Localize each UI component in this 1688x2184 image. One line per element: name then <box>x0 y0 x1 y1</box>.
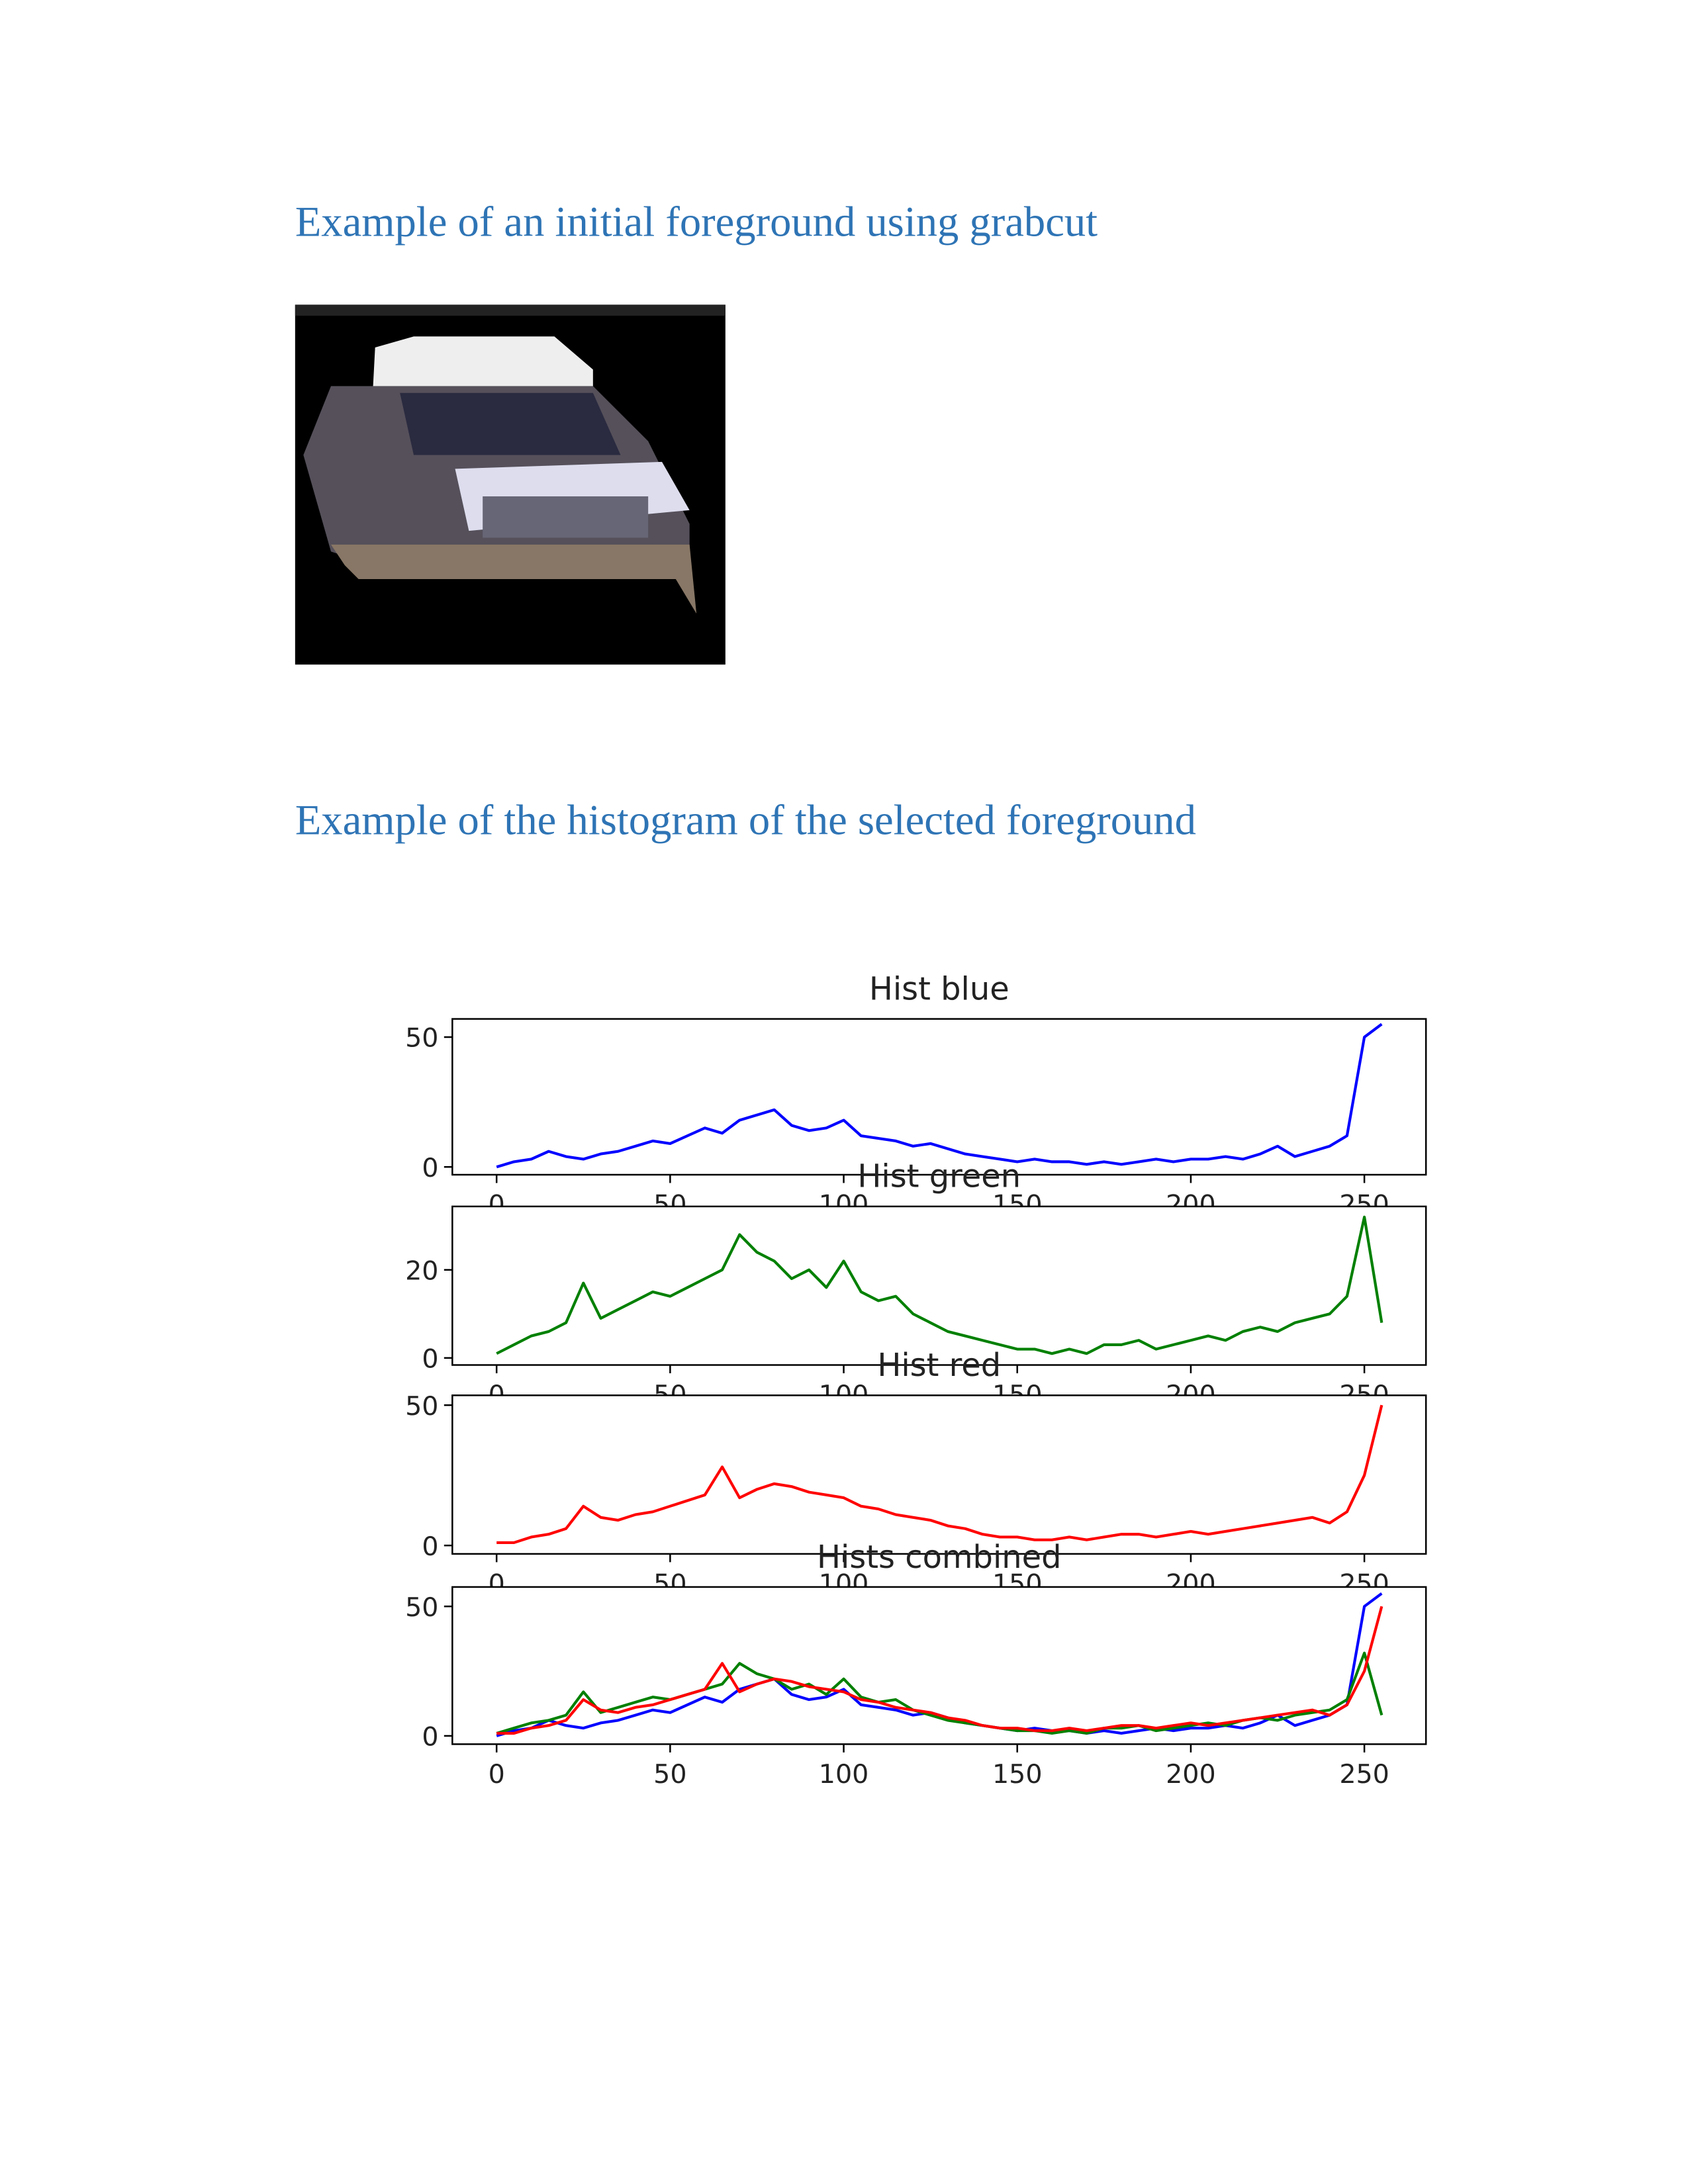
foreground-image <box>295 304 726 665</box>
axes-frame <box>451 1205 1427 1366</box>
chart-title: Hist red <box>877 1347 1001 1384</box>
y-tick-label: 0 <box>422 1721 438 1752</box>
axes-frame <box>451 1018 1427 1176</box>
x-tick-label: 200 <box>1166 1759 1216 1790</box>
x-tick-label: 0 <box>489 1759 505 1790</box>
axes-frame <box>451 1394 1427 1555</box>
chart-title: Hist green <box>857 1159 1021 1195</box>
axes-frame <box>451 1586 1427 1745</box>
x-tick-label: 150 <box>992 1759 1043 1790</box>
chart-title: Hists combined <box>817 1539 1062 1576</box>
y-tick-label: 20 <box>405 1255 438 1286</box>
y-tick-label: 50 <box>405 1592 438 1623</box>
x-tick-label: 250 <box>1339 1759 1389 1790</box>
hist-line <box>496 1606 1383 1735</box>
y-tick-label: 50 <box>405 1023 438 1054</box>
y-tick-label: 0 <box>422 1531 438 1562</box>
hist-line <box>496 1215 1383 1355</box>
x-tick-label: 100 <box>819 1759 869 1790</box>
y-tick-label: 0 <box>422 1343 438 1374</box>
y-tick-label: 0 <box>422 1153 438 1183</box>
y-tick-label: 50 <box>405 1391 438 1422</box>
heading: Example of the histogram of the selected… <box>295 796 1196 843</box>
hist-line <box>496 1023 1383 1169</box>
axes-background <box>452 1395 1427 1554</box>
hist-line <box>496 1404 1383 1545</box>
x-tick-label: 50 <box>653 1759 686 1790</box>
chart-title: Hist blue <box>869 971 1009 1007</box>
axes-background <box>452 1019 1427 1175</box>
axes-background <box>452 1206 1427 1365</box>
heading: Example of an initial foreground using g… <box>295 197 1098 245</box>
